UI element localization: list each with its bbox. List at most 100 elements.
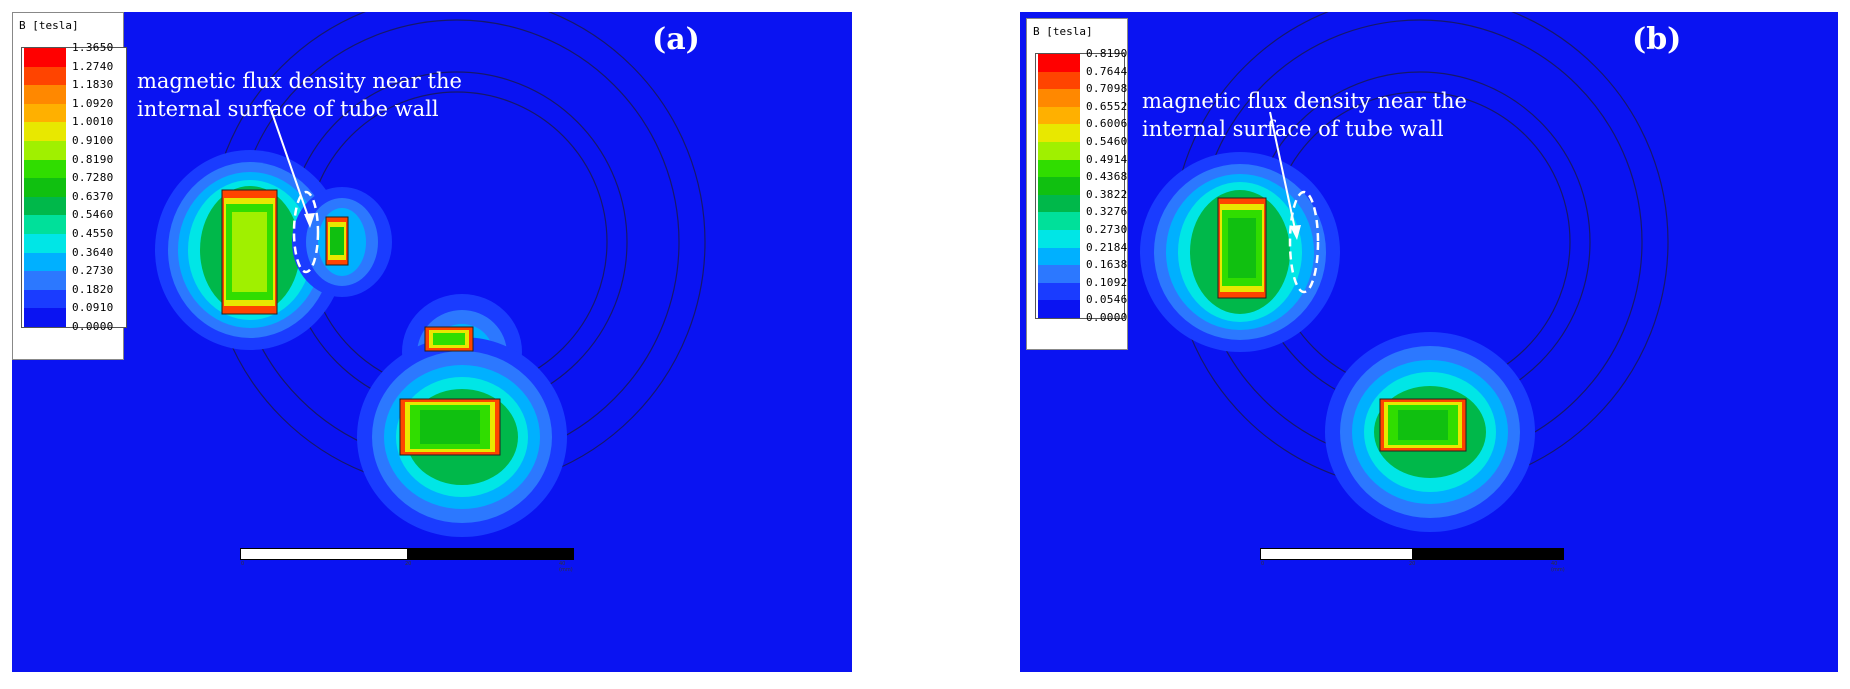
legend-row: 0.3640 — [22, 246, 126, 272]
scale-tick-1-a: 20 — [405, 561, 412, 567]
legend-value: 0.3640 — [72, 245, 114, 259]
legend-swatch — [1038, 247, 1080, 266]
legend-value: 1.1830 — [72, 78, 114, 92]
panel-label-a: (a) — [652, 22, 700, 57]
legend-swatch — [24, 122, 66, 141]
scale-bar-black-a — [407, 549, 573, 559]
legend-row: 0.0910 0.0000 — [22, 301, 126, 333]
legend-row: 0.7098 — [1036, 82, 1127, 107]
legend-value: 0.4914 — [1086, 152, 1128, 166]
legend-value: 1.2740 — [72, 59, 114, 73]
scale-bar-white-a — [241, 549, 407, 559]
legend-swatch — [24, 196, 66, 216]
small-magnet-a — [325, 216, 349, 266]
legend-row: 0.2730 — [22, 264, 126, 290]
annotation-arrow-b — [1269, 111, 1297, 235]
left-magnet-a — [221, 189, 278, 315]
legend-value: 0.0000 — [1086, 310, 1128, 324]
legend-swatch — [24, 178, 66, 197]
scale-tick-0-b: 0 — [1261, 561, 1265, 567]
field-plot-panel-b: B [tesla] 0.8190 0.7644 0.7098 0.6552 0.6006… — [1020, 12, 1838, 672]
legend-value: 0.2730 — [72, 264, 114, 278]
arrowhead-b — [1290, 225, 1301, 240]
legend-row: 0.7280 — [22, 171, 126, 197]
legend-swatch — [24, 66, 66, 86]
legend-swatch — [1038, 159, 1080, 178]
legend-row: 0.9100 — [22, 134, 126, 160]
legend-row: 1.3650 — [22, 41, 126, 67]
legend-value: 0.8190 — [1086, 47, 1128, 60]
legend-row: 0.8190 — [1036, 47, 1127, 72]
annotation-text-b: magnetic flux density near the internal … — [1142, 87, 1467, 143]
legend-value: 0.0000 — [72, 319, 114, 333]
annotation-text-a: magnetic flux density near the internal … — [137, 67, 462, 123]
legend-row: 1.0920 — [22, 97, 126, 123]
legend-row: 1.0010 — [22, 115, 126, 141]
legend-value: 0.7644 — [1086, 64, 1128, 78]
bottom-magnet-b — [1379, 398, 1467, 452]
legend-value: 0.6370 — [72, 189, 114, 203]
legend-value: 0.0910 — [72, 301, 114, 315]
legend-value: 0.5460 — [1086, 134, 1128, 148]
legend-value: 0.5460 — [72, 208, 114, 222]
legend-a: B [tesla] 1.3650 1.2740 1.1830 1.0920 1.0010… — [12, 12, 127, 360]
legend-row: 0.4550 — [22, 227, 126, 253]
legend-row: 0.5460 — [22, 208, 126, 234]
legend-row: 0.5460 — [1036, 135, 1127, 160]
scale-tick-0-a: 0 — [241, 561, 245, 567]
legend-row: 1.1830 — [22, 78, 126, 104]
field-plot-panel-a: B [tesla] 1.3650 1.2740 1.1830 1.0920 1.0010… — [12, 12, 852, 672]
legend-swatch — [1038, 282, 1080, 301]
legend-value: 1.0920 — [72, 96, 114, 110]
legend-row: 0.2730 — [1036, 223, 1127, 248]
scale-bar-white-b — [1261, 549, 1412, 559]
legend-row: 0.3822 — [1036, 188, 1127, 213]
legend-swatch — [24, 103, 66, 123]
scale-bar-black-b — [1412, 549, 1563, 559]
legend-row: 0.7644 — [1036, 65, 1127, 90]
legend-value: 0.7280 — [72, 171, 114, 185]
legend-swatch — [1038, 124, 1080, 142]
legend-value: 0.6552 — [1086, 99, 1128, 113]
legend-row: 0.8190 — [22, 153, 126, 179]
legend-value: 0.4550 — [72, 226, 114, 240]
legend-row: 0.1820 — [22, 283, 126, 309]
left-magnet-b — [1217, 197, 1267, 299]
annotation-line-2-b: internal surface of tube wall — [1142, 117, 1444, 141]
annotation-line-2-a: internal surface of tube wall — [137, 97, 439, 121]
scale-bar-b: 0 20 40 (mm) — [1260, 548, 1565, 573]
scale-tick-1-b: 20 — [1409, 561, 1416, 567]
legend-row: 0.6006 — [1036, 117, 1127, 142]
legend-swatch — [1038, 229, 1080, 248]
legend-value: 0.3276 — [1086, 205, 1128, 219]
legend-title-b: B [tesla] — [1033, 25, 1093, 38]
legend-value: 0.1092 — [1086, 275, 1128, 289]
legend-value: 1.0010 — [72, 115, 114, 129]
legend-row: 0.3276 — [1036, 205, 1127, 230]
legend-swatch — [24, 233, 66, 253]
flux-density-map-a — [155, 12, 706, 537]
legend-value: 0.7098 — [1086, 82, 1128, 96]
legend-value: 0.8190 — [72, 152, 114, 166]
panel-label-b: (b) — [1632, 22, 1682, 57]
scale-bar-a: 0 20 40 (mm) — [240, 548, 574, 573]
legend-value: 0.1638 — [1086, 258, 1128, 272]
legend-value: 0.2730 — [1086, 222, 1128, 236]
legend-value: 0.0546 — [1086, 293, 1128, 307]
flux-density-map-b — [1140, 12, 1669, 532]
dashed-region-marker-b — [1288, 190, 1320, 294]
annotation-line-1-b: magnetic flux density near the — [1142, 89, 1467, 113]
legend-swatch — [1038, 89, 1080, 107]
color-scale-a: 1.3650 1.2740 1.1830 1.0920 1.0010 0.9100 0.81… — [21, 41, 127, 333]
legend-title-a: B [tesla] — [19, 19, 79, 32]
legend-swatch — [24, 289, 66, 309]
legend-swatch — [1038, 106, 1080, 125]
annotation-line-1-a: magnetic flux density near the — [137, 69, 462, 93]
legend-swatch — [1038, 54, 1080, 72]
legend-swatch — [1038, 141, 1080, 160]
legend-swatch — [24, 48, 66, 67]
color-scale-b: 0.8190 0.7644 0.7098 0.6552 0.6006 0.5460 0.49… — [1035, 47, 1128, 324]
legend-swatch — [24, 159, 66, 179]
legend-b: B [tesla] 0.8190 0.7644 0.7098 0.6552 0.6006… — [1026, 18, 1128, 350]
legend-value: 0.3822 — [1086, 187, 1128, 201]
